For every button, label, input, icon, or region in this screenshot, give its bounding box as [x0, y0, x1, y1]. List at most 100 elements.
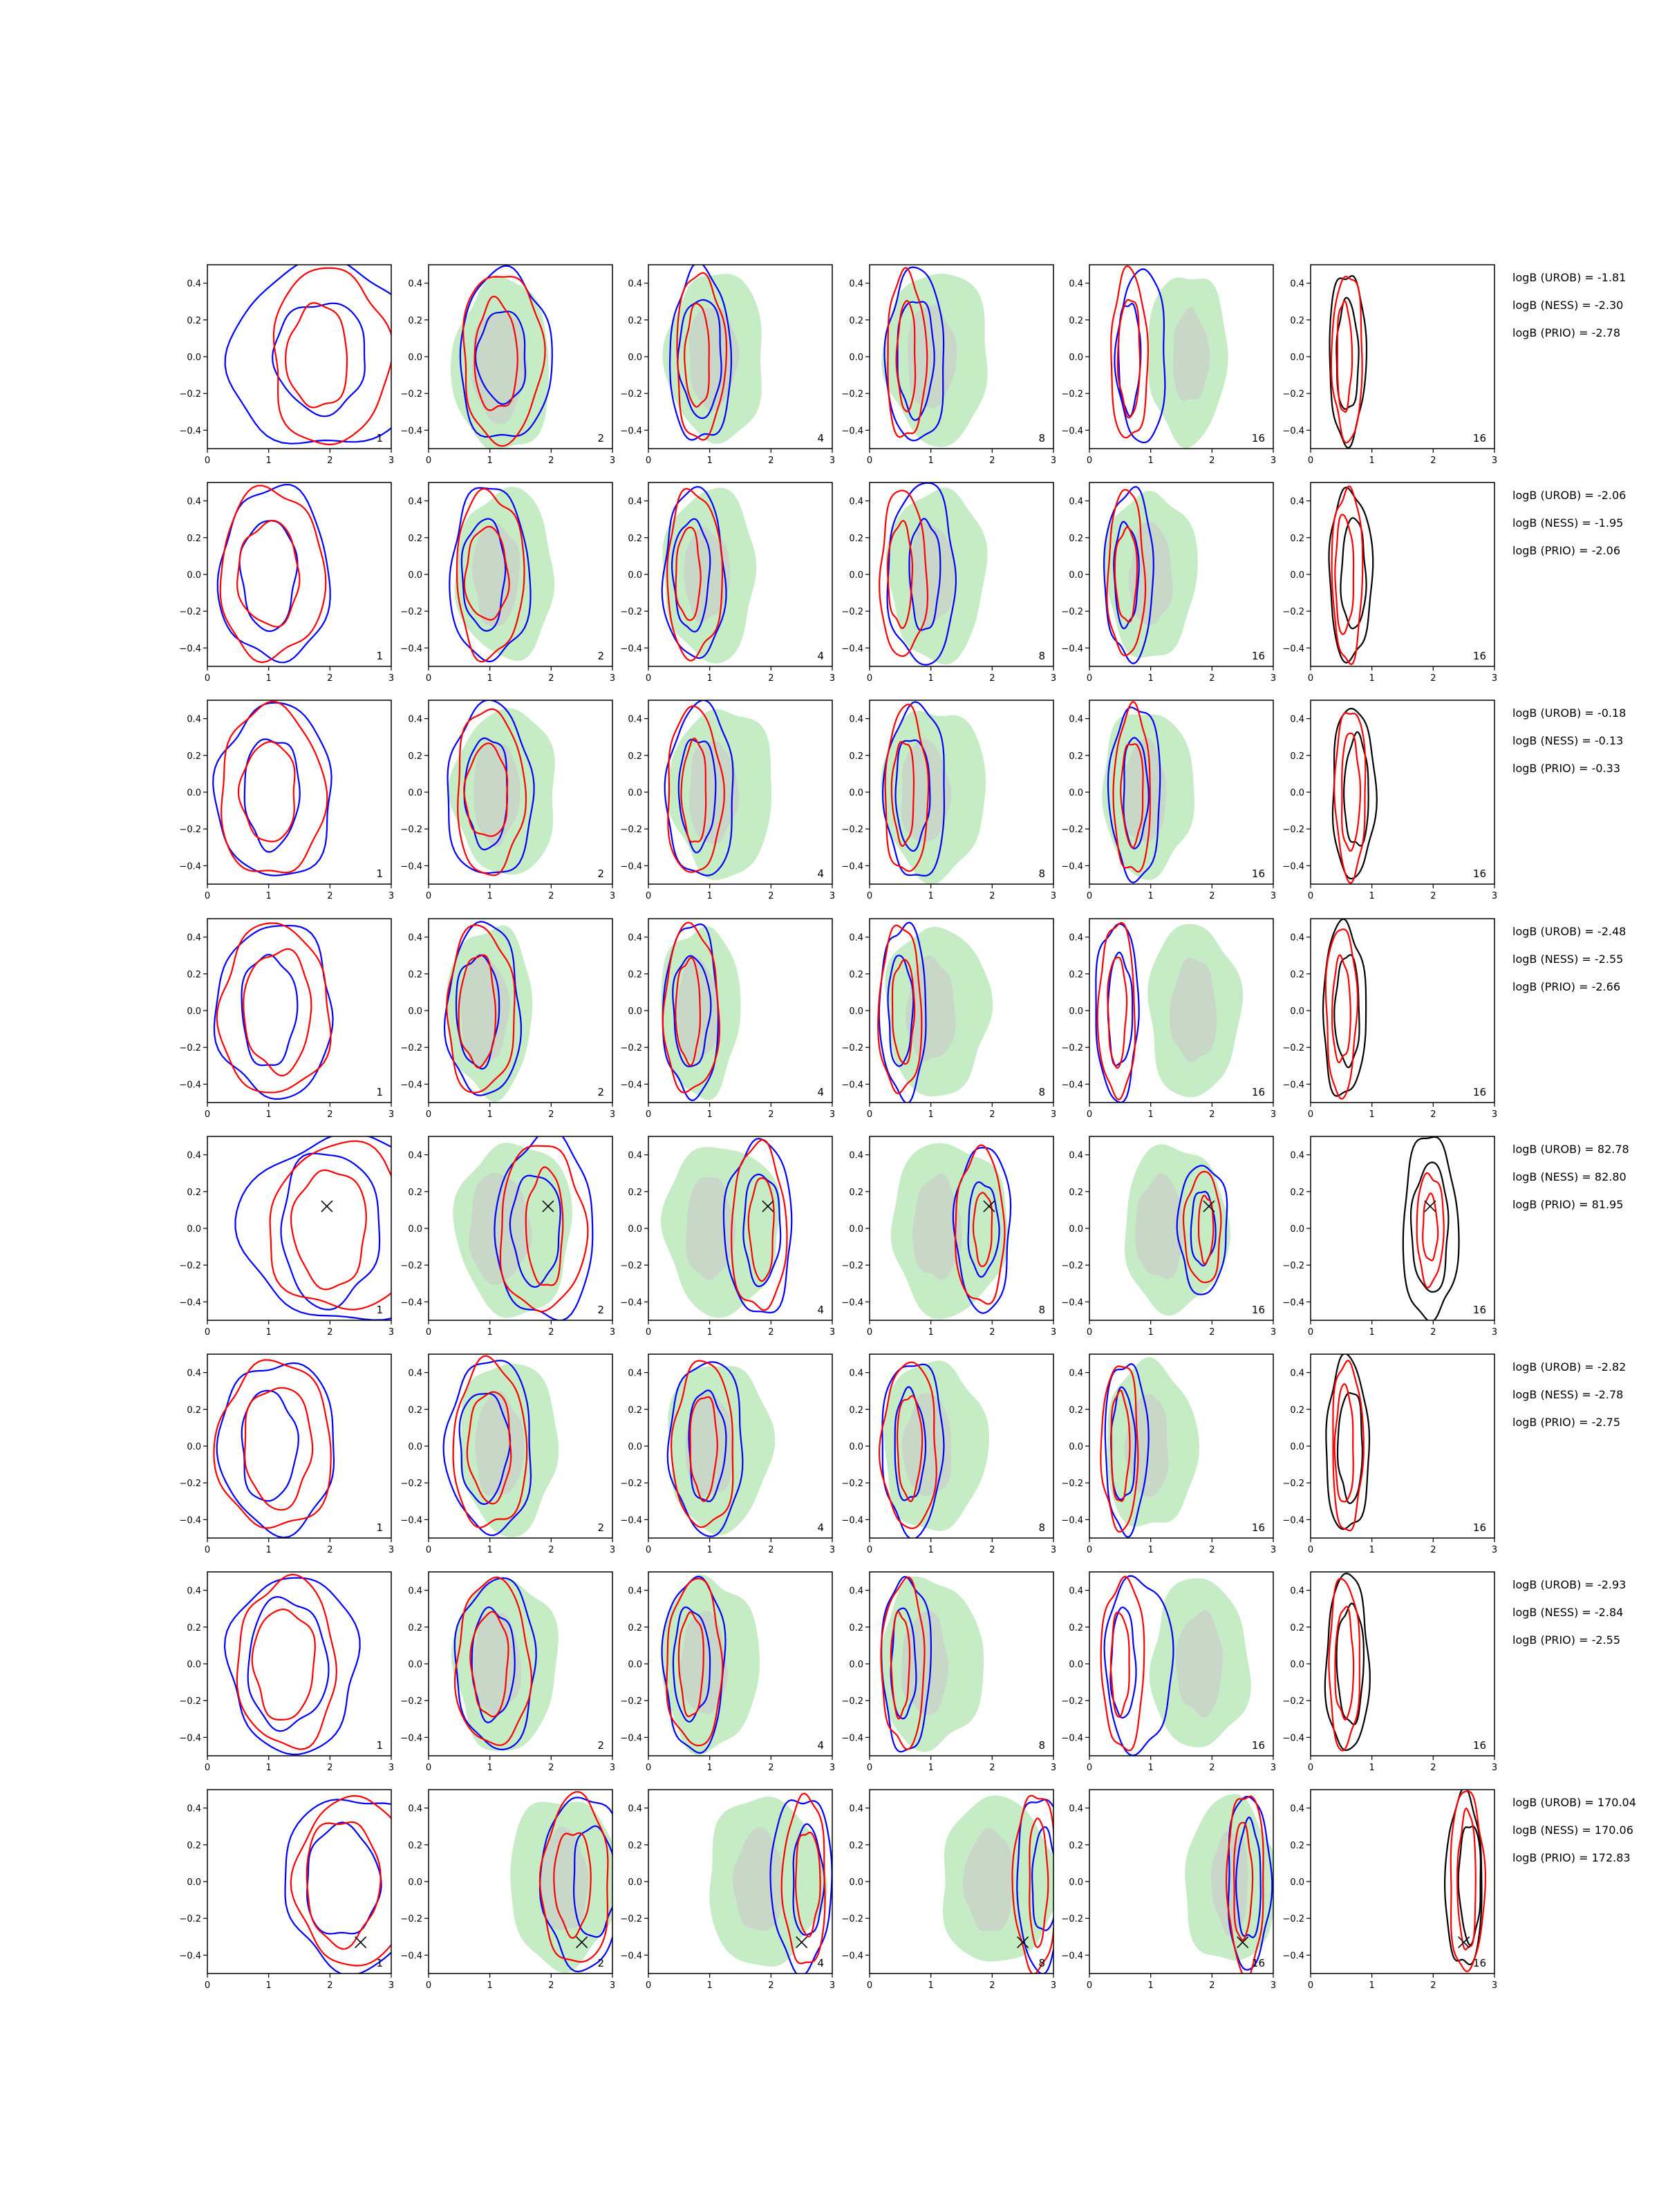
- reference-fill-inner: [539, 1826, 589, 1930]
- blue-contour-outer: [447, 700, 535, 874]
- logb-urob-text: logB (UROB) = -2.82: [1512, 1360, 1626, 1374]
- logb-ness-text: logB (NESS) = -2.30: [1512, 299, 1623, 312]
- panel-r8-c2: 20 1 2 3−0.4−0.20.00.20.4: [400, 1789, 615, 1991]
- y-tick-label: −0.2: [1282, 1696, 1304, 1707]
- y-tick-label: −0.4: [1282, 644, 1304, 654]
- y-tick-label: 0.0: [849, 1006, 863, 1017]
- blue-contour-outer: [722, 1137, 793, 1314]
- y-tick-label: 0.2: [628, 751, 642, 762]
- x-tick-label: 1: [266, 1327, 272, 1338]
- y-tick-label: 0.2: [628, 1841, 642, 1851]
- x-tick-label: 0: [867, 1763, 872, 1773]
- y-tick-label: 0.0: [408, 1006, 422, 1017]
- y-tick-label: 0.2: [628, 316, 642, 326]
- panel-frame: [1310, 700, 1495, 885]
- x-tick-label: 0: [646, 456, 651, 466]
- blue-contour-inner: [474, 310, 527, 405]
- y-tick-label: 0.2: [187, 751, 201, 762]
- reference-fill-inner: [908, 521, 955, 628]
- panel-plot-area: [660, 1137, 793, 1318]
- y-tick-label: 0.2: [1069, 316, 1083, 326]
- y-tick-label: −0.2: [400, 1914, 422, 1924]
- x-tick-label: 0: [1087, 1980, 1092, 1991]
- red-contour-inner: [677, 1611, 704, 1718]
- panel-r5-c6: 16 0 1 2 3 −0.4 −0.2 0.0 0.2 0.4: [1282, 1136, 1497, 1338]
- column-label: 1: [376, 868, 383, 880]
- panel-plot-area: [223, 1573, 361, 1756]
- blue-contour-inner: [247, 1596, 330, 1732]
- y-tick-label: −0.2: [1061, 1479, 1083, 1489]
- red-contour-outer: [1110, 265, 1150, 439]
- y-tick-label: 0.0: [628, 1877, 642, 1888]
- y-tick-label: −0.2: [179, 825, 201, 835]
- y-tick-label: 0.0: [187, 1877, 201, 1888]
- panel-r7-c4: 8 0 1 2 3 −0.4 −0.2 0.0 0.2 0.4: [841, 1571, 1056, 1773]
- column-label: 4: [817, 1086, 824, 1098]
- x-tick-label: 0: [646, 1109, 651, 1120]
- x-tick-label: 0: [205, 1980, 210, 1991]
- panel-r7-c5: 16 0 1 2 3 −0.4 −0.2 0.0 0.2 0.4: [1061, 1571, 1276, 1773]
- y-tick-label: 0.4: [1069, 497, 1083, 507]
- panel-plot-area: [877, 921, 993, 1103]
- y-tick-label: 0.2: [187, 1841, 201, 1851]
- y-tick-label: −0.4: [841, 1297, 863, 1308]
- column-label: 8: [1038, 1739, 1045, 1752]
- panel-plot-area: [1095, 921, 1244, 1103]
- x-tick-label: 3: [1271, 1545, 1276, 1555]
- panel-plot-area: [1110, 265, 1228, 449]
- x-tick-label: 1: [487, 1763, 493, 1773]
- blue-contour-inner: [471, 1606, 516, 1723]
- y-tick-label: 0.4: [849, 715, 863, 725]
- panel-plot-area: [1100, 1357, 1200, 1538]
- panel-r6-c5: 16 0 1 2 3 −0.4 −0.2 0.0 0.2 0.4: [1061, 1353, 1276, 1555]
- column-label: 4: [817, 432, 824, 444]
- x-tick-label: 0: [646, 1545, 651, 1555]
- red-contour-inner: [463, 742, 509, 837]
- y-tick-label: −0.2: [841, 1914, 863, 1924]
- y-tick-label: −0.4: [841, 1951, 863, 1961]
- panel-r5-c3: 4 0 1 2 3 −0.4 −0.2 0.0 0.2 0.4: [620, 1136, 835, 1338]
- y-tick-label: −0.4: [841, 426, 863, 436]
- x-tick-label: 0: [867, 1980, 872, 1991]
- logb-ness-text: logB (NESS) = -0.13: [1512, 734, 1623, 747]
- y-tick-label: −0.4: [1061, 861, 1083, 872]
- x-tick-label: 2: [327, 1109, 332, 1120]
- panel-plot-area: [449, 487, 555, 663]
- panel-r2-c4: 8 0 1 2 3 −0.4 −0.2 0.0 0.2 0.4: [841, 482, 1056, 684]
- y-tick-label: −0.2: [400, 825, 422, 835]
- x-tick-label: 2: [989, 1763, 995, 1773]
- y-tick-label: 0.2: [1069, 751, 1083, 762]
- x-tick-label: 1: [707, 673, 713, 684]
- y-tick-label: −0.4: [841, 1733, 863, 1743]
- y-tick-label: 0.4: [408, 1804, 422, 1815]
- column-label: 2: [597, 1521, 604, 1534]
- y-tick-label: 0.4: [849, 497, 863, 507]
- x-tick-label: 0: [1087, 1545, 1092, 1555]
- y-tick-label: 0.0: [628, 788, 642, 798]
- y-tick-label: 0.0: [408, 1442, 422, 1452]
- red-contour-inner: [1114, 526, 1138, 623]
- x-tick-label: 3: [1051, 456, 1056, 466]
- reference-fill-inner: [1169, 957, 1217, 1062]
- red-contour-outer: [452, 1355, 528, 1529]
- panel-plot-area: [1102, 701, 1194, 883]
- x-tick-label: 0: [646, 673, 651, 684]
- logb-urob-text: logB (UROB) = -2.06: [1512, 489, 1626, 502]
- panel-plot-area: [284, 1794, 391, 1974]
- red-contour-outer: [954, 1144, 1006, 1305]
- y-tick-label: 0.4: [408, 1151, 422, 1161]
- blue-contour-outer: [1016, 1799, 1053, 1974]
- column-label: 16: [1252, 650, 1265, 662]
- y-tick-label: −0.4: [841, 1515, 863, 1526]
- red-contour-inner: [795, 1831, 821, 1938]
- panel-plot-area: [212, 700, 332, 877]
- red-contour-inner: [680, 738, 707, 843]
- column-label: 1: [376, 1521, 383, 1534]
- x-tick-label: 2: [327, 1545, 332, 1555]
- x-tick-label: 0: [205, 1327, 210, 1338]
- x-tick-label: 3: [1051, 1763, 1056, 1773]
- panel-plot-area: [878, 482, 988, 666]
- red-contour-outer: [666, 1577, 724, 1747]
- x-tick-label: 3: [1492, 456, 1497, 466]
- blue-contour-outer: [883, 266, 945, 442]
